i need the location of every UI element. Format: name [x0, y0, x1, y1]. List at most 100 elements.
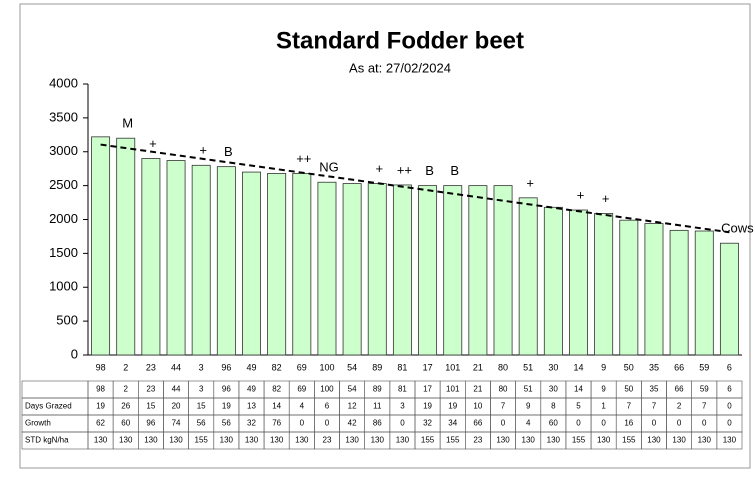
table-cell-value: 15: [197, 402, 206, 411]
bar-note: +: [149, 136, 157, 151]
bar-note: B: [450, 163, 459, 178]
table-cell-value: 96: [146, 419, 155, 428]
x-tick-label: 69: [297, 362, 307, 372]
table-cell-value: 130: [723, 436, 737, 445]
table-cell-value: 26: [121, 402, 130, 411]
bar: [719, 242, 739, 356]
bar: [594, 213, 614, 356]
x-tick-label: 82: [272, 362, 282, 372]
table-header: 81: [398, 385, 407, 394]
y-tick-label: 4000: [49, 75, 78, 90]
bar: [619, 219, 639, 356]
x-tick-label: 81: [397, 362, 407, 372]
bar-note: M: [122, 116, 133, 131]
bar: [91, 136, 111, 356]
bar: [669, 229, 689, 356]
bar: [418, 185, 438, 356]
x-tick-label: 21: [473, 362, 483, 372]
bar-note: NG: [319, 160, 339, 175]
bar: [242, 171, 261, 356]
table-cell-value: 32: [247, 419, 256, 428]
bar: [644, 223, 664, 356]
table-cell-value: 0: [400, 419, 405, 428]
table-cell-value: 66: [473, 419, 482, 428]
table-cell-value: 130: [496, 436, 510, 445]
chart-title: Standard Fodder beet: [276, 27, 524, 54]
bar-note: +: [602, 191, 610, 206]
table-header: 100: [320, 385, 334, 394]
table-cell-value: 23: [473, 436, 482, 445]
table-header: 80: [499, 385, 508, 394]
table-header: 14: [574, 385, 583, 394]
table-header: 51: [524, 385, 533, 394]
table-cell: [716, 431, 743, 450]
table-cell-value: 0: [702, 419, 707, 428]
bar-note: +: [375, 161, 383, 176]
bar: [493, 185, 513, 356]
table-cell-value: 155: [572, 436, 586, 445]
table-header: 44: [172, 385, 181, 394]
table-header: 6: [727, 385, 732, 394]
table-cell-value: 60: [549, 419, 558, 428]
x-tick-label: 96: [221, 362, 231, 372]
table-cell-value: 130: [220, 436, 234, 445]
x-tick-label: 35: [649, 362, 659, 372]
table-header: 69: [297, 385, 306, 394]
table-cell-value: 15: [146, 402, 155, 411]
table-cell-value: 130: [119, 436, 133, 445]
table-cell-value: 1: [601, 402, 606, 411]
table-header: 3: [199, 385, 204, 394]
x-tick-label: 44: [171, 362, 181, 372]
table-cell-value: 7: [702, 402, 707, 411]
table-header: 23: [146, 385, 155, 394]
x-tick-label: 6: [727, 362, 732, 372]
bar: [267, 173, 287, 356]
bar: [367, 183, 387, 356]
table-cell-value: 155: [195, 436, 209, 445]
y-tick-label: 1000: [49, 279, 78, 294]
table-cell-value: 130: [270, 436, 284, 445]
x-tick-label: 30: [548, 362, 558, 372]
table-cell-value: 7: [627, 402, 632, 411]
table-cell-value: 130: [547, 436, 561, 445]
table-cell-value: 76: [272, 419, 281, 428]
bar: [191, 164, 211, 356]
table-header: 101: [446, 385, 460, 394]
table-header: 17: [423, 385, 432, 394]
table-cell-value: 8: [551, 402, 556, 411]
table-cell-value: 0: [727, 402, 732, 411]
y-tick-label: 3500: [49, 109, 78, 124]
table-cell-value: 130: [144, 436, 158, 445]
table-cell-value: 130: [371, 436, 385, 445]
table-cell-value: 155: [446, 436, 460, 445]
x-tick-label: 9: [601, 362, 606, 372]
x-tick-label: 59: [699, 362, 709, 372]
x-tick-label: 51: [523, 362, 533, 372]
y-tick-label: 2000: [49, 211, 78, 226]
bar-note: ++: [397, 162, 412, 177]
table-cell-value: 7: [652, 402, 657, 411]
table-cell-value: 130: [345, 436, 359, 445]
table-header: 21: [473, 385, 482, 394]
table-cell-value: 130: [396, 436, 410, 445]
table-cell-value: 130: [169, 436, 183, 445]
table-cell-value: 4: [300, 402, 305, 411]
bar-note: +: [199, 143, 207, 158]
table-cell-value: 19: [448, 402, 457, 411]
table-row-label: Growth: [25, 419, 51, 428]
table-header: 98: [96, 385, 105, 394]
bar-note: +: [577, 187, 585, 202]
table-cell-value: 12: [348, 402, 357, 411]
x-tick-label: 17: [423, 362, 433, 372]
table-cell-value: 130: [245, 436, 259, 445]
table-cell-value: 4: [526, 419, 531, 428]
table-cell-value: 11: [373, 402, 382, 411]
y-tick-label: 0: [71, 346, 78, 361]
table-cell-value: 62: [96, 419, 105, 428]
bar: [342, 183, 362, 356]
x-tick-label: 98: [96, 362, 106, 372]
table-cell-value: 10: [473, 402, 482, 411]
table-cell-value: 0: [652, 419, 657, 428]
table-header: 35: [650, 385, 659, 394]
bar: [392, 184, 412, 356]
